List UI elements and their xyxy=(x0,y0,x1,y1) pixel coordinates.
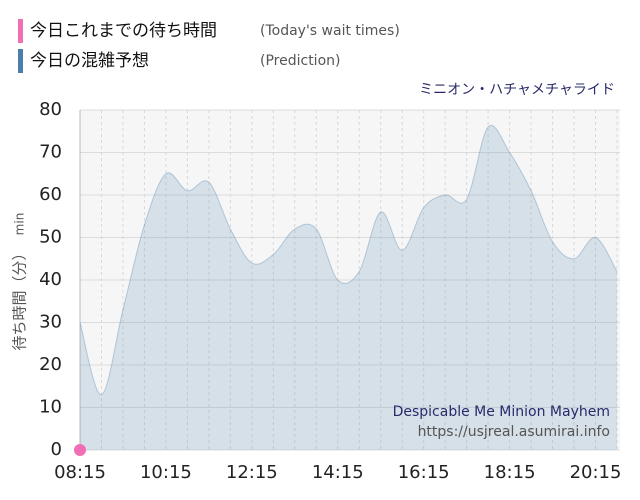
y-tick-label: 20 xyxy=(39,354,62,375)
legend-note: (Prediction) xyxy=(260,53,340,69)
x-tick-label: 08:15 xyxy=(54,462,106,483)
today-point xyxy=(74,444,86,456)
x-tick-label: 12:15 xyxy=(226,462,278,483)
attraction-title: ミニオン・ハチャメチャライド xyxy=(419,82,615,98)
x-tick-label: 16:15 xyxy=(398,462,450,483)
x-tick-label: 14:15 xyxy=(312,462,364,483)
y-tick-label: 10 xyxy=(39,397,62,418)
y-tick-label: 0 xyxy=(51,439,62,460)
y-tick-label: 40 xyxy=(39,269,62,290)
x-tick-label: 20:15 xyxy=(570,462,622,483)
prediction-area xyxy=(80,125,617,450)
prediction-line xyxy=(79,124,618,396)
annotation: Despicable Me Minion Mayhem xyxy=(393,404,610,420)
x-tick-label: 18:15 xyxy=(484,462,536,483)
y-tick-label: 80 xyxy=(39,99,62,120)
y-tick-label: 70 xyxy=(39,142,62,163)
legend-label: 今日の混雑予想 xyxy=(30,51,149,71)
legend-note: (Today's wait times) xyxy=(260,23,400,39)
legend-swatch xyxy=(18,49,23,73)
y-axis-label: 待ち時間（分） xyxy=(11,245,29,350)
legend-label: 今日これまでの待ち時間 xyxy=(30,21,217,41)
legend-swatch xyxy=(18,19,23,43)
y-tick-label: 60 xyxy=(39,184,62,205)
y-axis-unit: min xyxy=(13,213,27,236)
x-tick-label: 10:15 xyxy=(140,462,192,483)
annotation: https://usjreal.asumirai.info xyxy=(418,424,610,440)
y-tick-label: 50 xyxy=(39,227,62,248)
y-tick-label: 30 xyxy=(39,312,62,333)
